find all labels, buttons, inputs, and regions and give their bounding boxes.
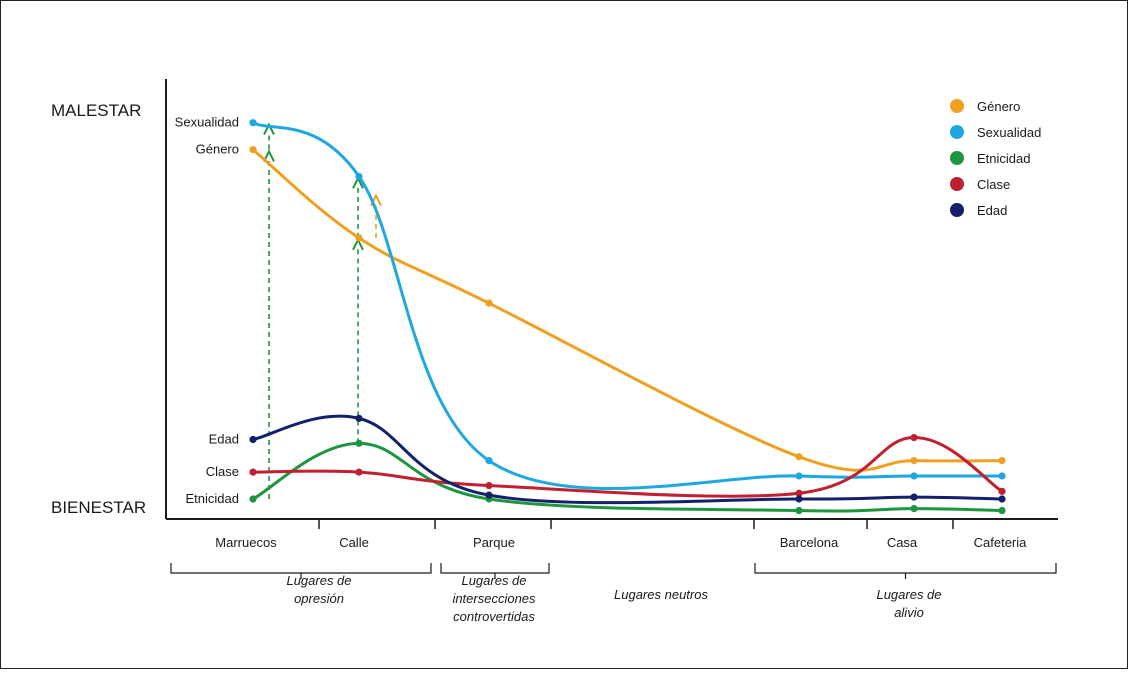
series-start-labels: Género Sexualidad Etnicidad Clase Edad: [175, 115, 239, 506]
data-point: [249, 145, 257, 154]
legend-marker: [950, 177, 964, 191]
data-point: [998, 506, 1006, 515]
series-start-label: Etnicidad: [186, 491, 239, 506]
data-point: [910, 457, 918, 465]
data-point: [998, 487, 1006, 495]
group-bracket: [170, 563, 432, 579]
group-label: opresión: [294, 591, 344, 606]
legend-marker: [950, 151, 964, 165]
data-point: [355, 414, 363, 422]
arrow-head: [263, 149, 275, 162]
group-label: Lugares neutros: [614, 587, 708, 602]
data-point: [249, 119, 257, 127]
x-ticks: [318, 519, 954, 529]
group-label: Lugares de: [286, 573, 351, 588]
series-start-label: Sexualidad: [175, 115, 239, 130]
data-point: [910, 433, 918, 442]
data-point: [485, 457, 493, 465]
legend-label: Edad: [977, 203, 1007, 218]
legend-label: Clase: [977, 177, 1010, 192]
data-point: [485, 491, 493, 499]
data-point: [910, 472, 918, 480]
legend-label: Etnicidad: [977, 151, 1030, 166]
legend: Género Sexualidad Etnicidad Clase Edad: [950, 99, 1041, 218]
data-point: [249, 468, 257, 476]
data-point: [910, 493, 918, 501]
series-lines: [249, 119, 1006, 515]
legend-label: Género: [977, 99, 1020, 114]
group-label: alivio: [894, 605, 924, 620]
legend-marker: [950, 99, 964, 113]
data-point: [485, 481, 493, 490]
data-point: [795, 506, 803, 515]
series-line-género: [251, 148, 1004, 472]
data-point: [485, 299, 493, 307]
data-point: [355, 234, 363, 242]
series-start-label: Edad: [209, 431, 239, 446]
data-point: [795, 489, 803, 497]
group-bracket: [440, 563, 550, 579]
group-label: Lugares de: [876, 587, 941, 602]
y-bottom-label: BIENESTAR: [51, 498, 146, 517]
category-labels: Marruecos Calle Parque Barcelona Casa Cafeter…: [215, 535, 1027, 550]
data-point: [998, 457, 1006, 465]
data-point: [249, 435, 257, 444]
y-top-label: MALESTAR: [51, 101, 141, 120]
data-point: [355, 468, 363, 476]
group-label: Lugares de: [461, 573, 526, 588]
category-label: Parque: [473, 535, 515, 550]
legend-label: Sexualidad: [977, 125, 1041, 140]
data-point: [795, 495, 803, 503]
category-label: Calle: [339, 535, 369, 550]
series-start-label: Género: [196, 142, 239, 157]
data-point: [795, 453, 803, 461]
data-point: [795, 472, 803, 480]
group-brackets: Lugares de opresión Lugares de interseccion…: [170, 563, 1057, 624]
group-bracket: [754, 563, 1057, 579]
group-label: controvertidas: [453, 609, 535, 624]
group-label: intersecciones: [452, 591, 536, 606]
category-label: Marruecos: [215, 535, 277, 550]
data-point: [355, 439, 363, 447]
data-point: [249, 495, 257, 503]
category-label: Barcelona: [780, 535, 839, 550]
data-point: [998, 495, 1006, 503]
data-point: [910, 505, 918, 513]
legend-marker: [950, 203, 964, 217]
category-label: Casa: [887, 535, 918, 550]
series-line-sexualidad: [251, 121, 1004, 490]
data-point: [355, 172, 363, 181]
category-label: Cafeteria: [974, 535, 1028, 550]
data-point: [998, 472, 1006, 480]
series-start-label: Clase: [206, 464, 239, 479]
arrow-head: [263, 122, 275, 136]
legend-marker: [950, 125, 964, 139]
